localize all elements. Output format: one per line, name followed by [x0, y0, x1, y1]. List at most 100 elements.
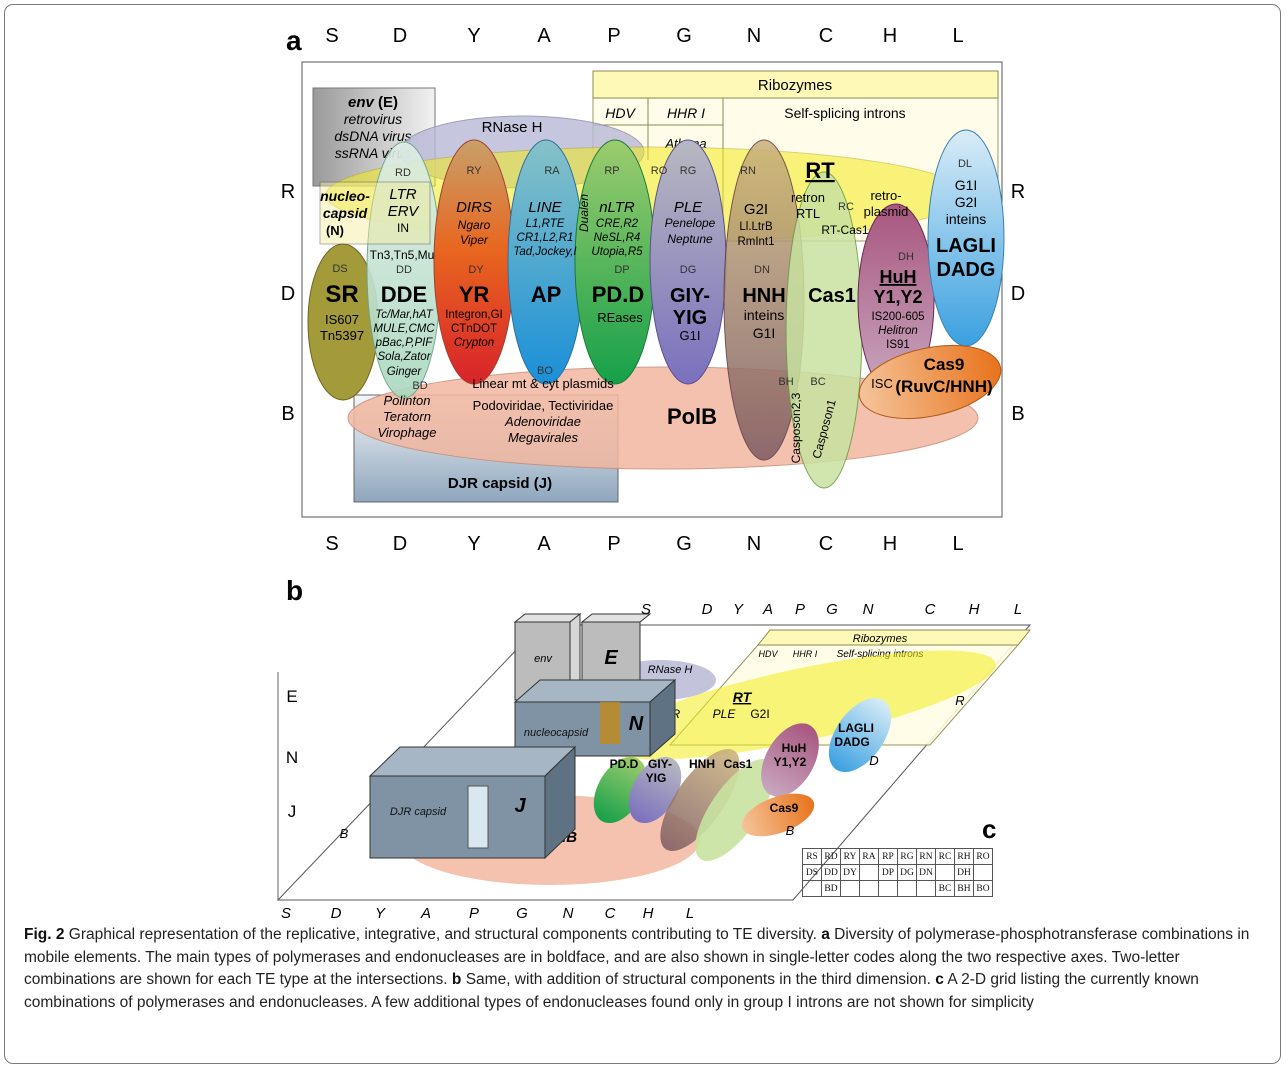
panel-c-grid: RS RD RY RA RP RG RN RC RH RO DS DD DY DP DG DN DH BD BC…: [802, 848, 993, 897]
grid-row: BD BC BH BO: [802, 880, 993, 897]
svg-text:REases: REases: [597, 310, 643, 325]
b-rnaseh-label: RNase H: [648, 664, 693, 676]
svg-text:IS200-605: IS200-605: [871, 311, 924, 323]
svg-text:S: S: [281, 905, 291, 920]
svg-text:D: D: [281, 283, 295, 305]
svg-text:L1,RTE: L1,RTE: [526, 218, 565, 230]
svg-text:ISC: ISC: [871, 376, 893, 391]
svg-text:A: A: [420, 905, 431, 920]
svg-text:E: E: [604, 647, 618, 669]
svg-text:Linear mt & cyt plasmids: Linear mt & cyt plasmids: [472, 376, 614, 391]
svg-text:ERV: ERV: [388, 203, 421, 220]
svg-text:DL: DL: [958, 158, 972, 170]
svg-text:N: N: [747, 25, 761, 47]
svg-text:Y: Y: [733, 601, 744, 618]
svg-text:J: J: [514, 795, 526, 817]
svg-text:(N): (N): [326, 223, 344, 238]
svg-text:LTR: LTR: [389, 186, 416, 203]
svg-text:Virophage: Virophage: [377, 425, 436, 440]
svg-text:N: N: [563, 905, 574, 920]
svg-text:C: C: [819, 25, 833, 47]
grid-row: RS RD RY RA RP RG RN RC RH RO: [802, 848, 993, 865]
svg-text:Sola,Zator: Sola,Zator: [377, 351, 431, 363]
svg-text:Cas9: Cas9: [770, 801, 799, 815]
svg-text:DDE: DDE: [381, 282, 427, 307]
svg-text:Tn3,Tn5,Mu: Tn3,Tn5,Mu: [370, 248, 435, 262]
svg-text:RT-Cas1: RT-Cas1: [821, 223, 868, 237]
cas9-ellipse: [858, 345, 1002, 419]
svg-text:B: B: [1011, 403, 1024, 425]
svg-text:P: P: [607, 533, 620, 555]
svg-text:S: S: [325, 533, 338, 555]
svg-text:H: H: [643, 905, 654, 920]
svg-text:H: H: [969, 601, 980, 618]
svg-text:CRE,R2: CRE,R2: [596, 218, 639, 230]
svg-text:D: D: [393, 533, 407, 555]
svg-text:SR: SR: [325, 281, 358, 308]
svg-text:Neptune: Neptune: [667, 232, 713, 246]
dirs-labels: DIRS Ngaro Viper: [456, 199, 492, 247]
svg-text:PLE: PLE: [674, 199, 703, 216]
b-cas9-ellipse: [741, 793, 815, 837]
svg-text:Polinton: Polinton: [384, 393, 431, 408]
svg-text:Viper: Viper: [460, 233, 489, 247]
svg-text:Y: Y: [467, 533, 480, 555]
svg-text:G2I: G2I: [955, 194, 978, 210]
dualen-label: Dualen: [577, 194, 591, 232]
yr-labels: YR Integron,GI CTnDOT Crypton: [445, 282, 503, 349]
svg-text:DN: DN: [754, 264, 770, 276]
svg-text:G: G: [676, 25, 692, 47]
svg-text:LINE: LINE: [528, 199, 562, 216]
svg-text:G: G: [516, 905, 528, 920]
svg-text:S: S: [325, 25, 338, 47]
svg-text:RC: RC: [838, 201, 854, 213]
ple-labels: PLE Penelope Neptune: [665, 199, 716, 246]
cas1-label: Cas1: [808, 285, 856, 307]
svg-text:PolB: PolB: [667, 404, 717, 429]
b-huh-ellipse: [761, 723, 819, 797]
svg-text:H: H: [883, 25, 897, 47]
svg-text:retrovirus: retrovirus: [344, 111, 402, 127]
b-row-letters: R D B B: [340, 693, 965, 841]
svg-text:Ribozymes: Ribozymes: [853, 633, 908, 645]
pdd-labels: PD.D REases: [592, 282, 645, 325]
svg-text:Integron,GI: Integron,GI: [445, 309, 503, 321]
dde-labels: DDE Tc/Mar,hAT MULE,CMC pBac,P,PIF Sola,…: [373, 282, 435, 378]
svg-text:YR: YR: [459, 282, 490, 307]
svg-text:RD: RD: [395, 167, 411, 179]
svg-text:Podoviridae, Tectiviridae: Podoviridae, Tectiviridae: [473, 398, 614, 413]
nucleocapsid-box: nucleo- capsid (N): [319, 181, 431, 245]
svg-text:D: D: [702, 601, 713, 618]
svg-text:DADG: DADG: [937, 259, 996, 281]
svg-text:L: L: [1014, 601, 1022, 618]
panel-a-top-axis: S D Y A P G N C H L: [325, 25, 963, 47]
svg-text:B: B: [786, 823, 795, 838]
panel-b-bottom-axis: S D Y A P G N C H L: [281, 905, 694, 920]
b-djr-block: DJR capsid J: [368, 745, 577, 860]
svg-text:Helitron: Helitron: [878, 325, 918, 337]
panel-a-border: [301, 61, 1003, 518]
figure-frame: [4, 4, 1281, 1064]
svg-text:nucleocapsid: nucleocapsid: [524, 727, 589, 739]
svg-text:HHR I: HHR I: [793, 649, 818, 659]
svg-text:N: N: [629, 713, 644, 735]
panel-b-z-axis: E N J: [286, 687, 298, 821]
grid-row: DS DD DY DP DG DN DH: [802, 864, 993, 881]
svg-text:RA: RA: [544, 165, 560, 177]
svg-text:D: D: [869, 753, 878, 768]
svg-text:D: D: [331, 905, 342, 920]
svg-text:RG: RG: [680, 165, 697, 177]
svg-text:PD.D: PD.D: [592, 282, 645, 307]
svg-text:PD.D: PD.D: [610, 757, 639, 771]
svg-text:D: D: [1011, 283, 1025, 305]
svg-text:R: R: [1011, 181, 1025, 203]
g2i-labels: G2I Ll.LtrB RmInt1: [737, 201, 774, 248]
lagli-labels: G1I G2I inteins LAGLI DADG: [936, 177, 996, 281]
svg-text:nLTR: nLTR: [599, 199, 635, 216]
svg-text:CTnDOT: CTnDOT: [451, 323, 497, 335]
svg-text:NeSL,R4: NeSL,R4: [594, 232, 641, 244]
svg-text:HNH: HNH: [689, 757, 715, 771]
svg-text:G1I: G1I: [955, 177, 978, 193]
svg-text:L: L: [952, 533, 963, 555]
svg-text:Tad,Jockey,I: Tad,Jockey,I: [513, 246, 577, 258]
